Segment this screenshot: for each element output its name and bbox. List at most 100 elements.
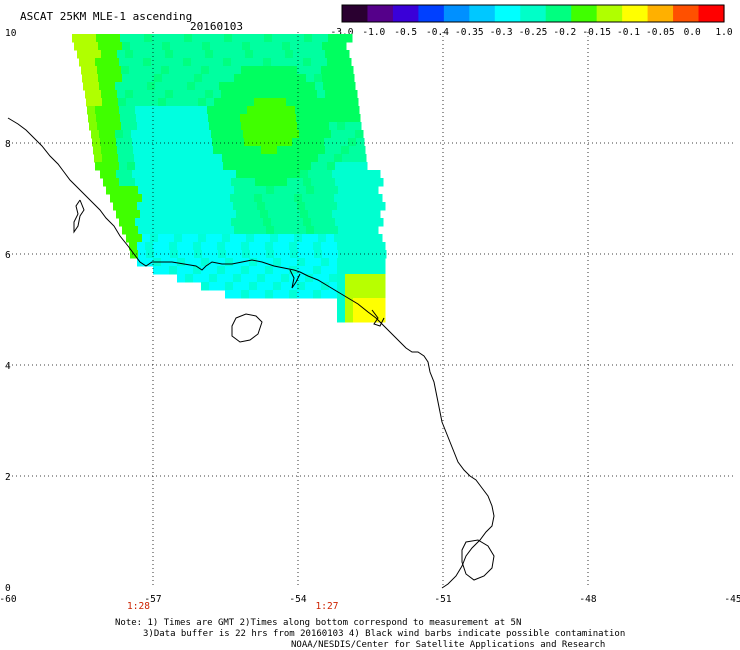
swath-cell bbox=[276, 210, 285, 219]
swath-cell bbox=[351, 106, 360, 115]
swath-cell bbox=[139, 130, 148, 139]
swath-cell bbox=[350, 194, 359, 203]
swath-cell bbox=[119, 178, 128, 187]
swath-cell bbox=[292, 210, 301, 219]
swath-cell bbox=[369, 298, 378, 307]
swath-cell bbox=[109, 50, 118, 59]
swath-cell bbox=[320, 34, 329, 43]
swath-cell bbox=[193, 266, 202, 275]
swath-cell bbox=[209, 122, 218, 131]
swath-cell bbox=[353, 314, 362, 323]
swath-cell bbox=[306, 186, 315, 195]
swath-cell bbox=[305, 290, 314, 299]
swath-cell bbox=[265, 202, 274, 211]
swath-cell bbox=[153, 66, 162, 75]
swath-cell bbox=[162, 74, 171, 83]
swath-cell bbox=[227, 130, 236, 139]
swath-cell bbox=[343, 218, 352, 227]
swath-cell bbox=[289, 202, 298, 211]
swath-cell bbox=[217, 258, 226, 267]
swath-cell bbox=[81, 66, 90, 75]
latitude-label: 4 bbox=[5, 361, 11, 372]
swath-cell bbox=[305, 274, 314, 283]
swath-cell bbox=[201, 122, 210, 131]
colorbar-segment bbox=[596, 5, 623, 22]
swath-cell bbox=[302, 234, 311, 243]
swath-cell bbox=[321, 282, 330, 291]
colorbar-tick-label: -0.25 bbox=[519, 27, 548, 38]
swath-cell bbox=[113, 202, 122, 211]
swath-cell bbox=[204, 170, 213, 179]
swath-cell bbox=[319, 178, 328, 187]
swath-cell bbox=[176, 34, 185, 43]
swath-cell bbox=[337, 66, 346, 75]
swath-cell bbox=[225, 290, 234, 299]
swath-cell bbox=[242, 186, 251, 195]
swath-cell bbox=[341, 50, 350, 59]
swath-cell bbox=[300, 138, 309, 147]
swath-cell bbox=[116, 170, 125, 179]
swath-cell bbox=[255, 162, 264, 171]
swath-cell bbox=[274, 74, 283, 83]
swath-cell bbox=[222, 234, 231, 243]
swath-cell bbox=[322, 226, 331, 235]
swath-cell bbox=[246, 98, 255, 107]
swath-cell bbox=[337, 306, 346, 315]
swath-cell bbox=[88, 34, 97, 43]
swath-cell bbox=[138, 226, 147, 235]
swath-cell bbox=[236, 210, 245, 219]
swath-cell bbox=[182, 194, 191, 203]
swath-cell bbox=[87, 106, 96, 115]
colorbar-segment bbox=[443, 5, 470, 22]
swath-cell bbox=[201, 274, 210, 283]
swath-cell bbox=[311, 58, 320, 67]
swath-cell bbox=[337, 258, 346, 267]
swath-cell bbox=[114, 42, 123, 51]
swath-cell bbox=[287, 58, 296, 67]
swath-cell bbox=[257, 274, 266, 283]
swath-cell bbox=[343, 178, 352, 187]
swath-cell bbox=[142, 154, 151, 163]
swath-cell bbox=[86, 98, 95, 107]
swath-cell bbox=[256, 34, 265, 43]
swath-cell bbox=[324, 170, 333, 179]
swath-cell bbox=[273, 242, 282, 251]
swath-cell bbox=[290, 42, 299, 51]
swath-cell bbox=[256, 114, 265, 123]
swath-cell bbox=[266, 74, 275, 83]
swath-cell bbox=[263, 106, 272, 115]
swath-cell bbox=[205, 50, 214, 59]
swath-cell bbox=[154, 226, 163, 235]
swath-cell bbox=[130, 186, 139, 195]
swath-cell bbox=[221, 90, 230, 99]
swath-cell bbox=[297, 122, 306, 131]
swath-cell bbox=[209, 274, 218, 283]
swath-cell bbox=[314, 186, 323, 195]
swath-cell bbox=[289, 66, 298, 75]
swath-cell bbox=[333, 146, 342, 155]
swath-cell bbox=[146, 74, 155, 83]
swath-cell bbox=[154, 74, 163, 83]
swath-cell bbox=[289, 274, 298, 283]
swath-cell bbox=[361, 298, 370, 307]
swath-cell bbox=[89, 122, 98, 131]
swath-cell bbox=[170, 186, 179, 195]
swath-cell bbox=[174, 98, 183, 107]
swath-cell bbox=[183, 178, 192, 187]
swath-cell bbox=[297, 258, 306, 267]
swath-cell bbox=[223, 178, 232, 187]
swath-cell bbox=[290, 226, 299, 235]
swath-cell bbox=[370, 186, 379, 195]
swath-cell bbox=[351, 162, 360, 171]
swath-cell bbox=[377, 258, 386, 267]
swath-cell bbox=[231, 58, 240, 67]
swath-cell bbox=[175, 58, 184, 67]
swath-cell bbox=[345, 290, 354, 299]
swath-cell bbox=[303, 58, 312, 67]
swath-cell bbox=[313, 66, 322, 75]
swath-cell bbox=[322, 250, 331, 259]
swath-cell bbox=[231, 106, 240, 115]
swath-cell bbox=[266, 186, 275, 195]
swath-cell bbox=[150, 98, 159, 107]
